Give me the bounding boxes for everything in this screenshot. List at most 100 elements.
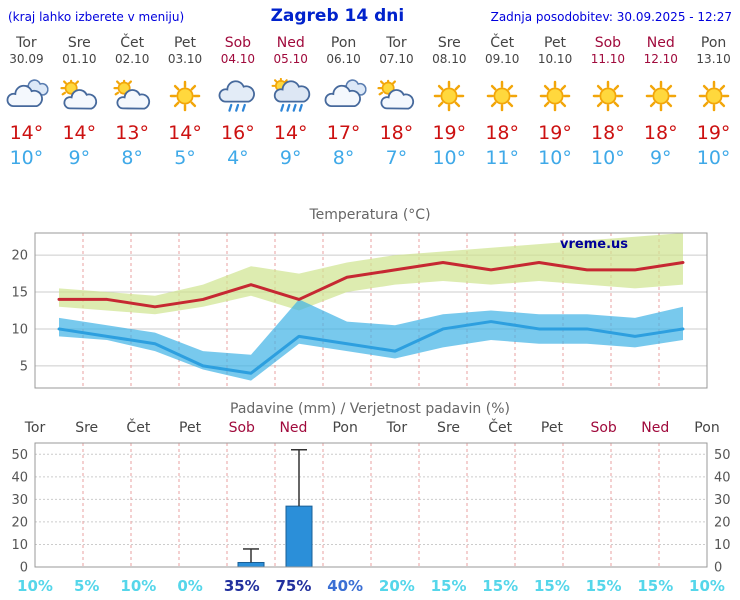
cloudy-icon [3,78,49,114]
min-temperature: 10° [591,147,625,169]
precipitation-chart: 0 0 10 10 20 20 30 30 40 40 50 50 [11,442,731,576]
day-name: Pon [700,35,727,51]
precip-probability: 0% [177,577,203,595]
day-column-07-10[interactable]: Tor 07.10 18° 7° [370,35,423,169]
svg-text:40: 40 [11,470,28,485]
day-column-01-10[interactable]: Sre 01.10 14° 9° [53,35,106,169]
max-temperature: 19° [538,122,572,144]
precip-day-label: Čet [126,420,151,436]
min-temperature: 10° [432,147,467,169]
last-update-timestamp: Zadnja posodobitev: 30.09.2025 - 12:27 [490,10,732,24]
precip-day-labels: Tor Sre Čet Pet Sob Ned Pon Tor Sre Čet Pet Sob Ned P… [0,420,740,437]
precip-day-label: Pon [332,420,358,436]
precip-day-label: Pet [179,420,202,436]
precip-day-label: Čet [488,420,513,436]
precip-day-label: Sre [75,420,99,436]
svg-text:0: 0 [20,561,28,576]
day-date: 12.10 [643,52,678,66]
svg-text:5: 5 [20,359,28,374]
day-name: Sre [437,35,461,51]
precip-probability: 35% [223,577,260,595]
day-name: Tor [16,35,37,51]
min-temperature: 9° [279,147,302,169]
sun-cloud-icon [109,78,155,114]
day-column-12-10[interactable]: Ned 12.10 18° 9° [634,35,687,169]
temperature-chart-title: Temperatura (°C) [309,207,431,223]
min-temperature: 5° [174,147,196,169]
day-name: Ned [646,35,675,51]
max-temperature: 18° [379,122,414,144]
max-temperature: 14° [9,122,44,144]
day-date: 06.10 [326,52,361,66]
svg-text:50: 50 [11,448,28,463]
max-temperature: 14° [62,122,97,144]
max-temperature: 19° [432,122,467,144]
day-column-03-10[interactable]: Pet 03.10 14° 5° [159,35,212,169]
precip-probability: 15% [585,577,622,595]
min-temperature: 10° [538,147,572,169]
svg-text:30: 30 [11,493,28,508]
day-column-13-10[interactable]: Pon 13.10 19° 10° [687,35,740,169]
precip-probability: 40% [327,577,364,595]
min-temperature: 7° [385,147,408,169]
svg-text:20: 20 [11,249,28,264]
day-name: Tor [386,35,407,51]
day-name: Čet [490,35,515,51]
min-temperature: 10° [696,147,731,169]
sunny-icon [532,78,578,114]
precip-day-label: Sre [437,420,461,436]
svg-text:15: 15 [11,286,28,301]
precip-day-label: Pon [694,420,720,436]
day-column-10-10[interactable]: Pet 10.10 19° 10° [529,35,582,169]
precipitation-section: Padavine (mm) / Verjetnost padavin (%) T… [0,401,740,596]
svg-text:20: 20 [11,515,28,530]
precip-probability: 10% [689,577,725,595]
day-column-04-10[interactable]: Sob 04.10 16° 4° [211,35,264,169]
precip-day-label: Tor [386,420,408,436]
precip-probability: 20% [378,577,415,595]
sunny-icon [426,78,472,114]
sunny-icon [638,78,684,114]
rain-icon [215,78,261,114]
min-temperature: 9° [68,147,91,169]
day-date: 01.10 [62,52,97,66]
min-temperature: 9° [649,147,672,169]
precip-bar [237,561,265,568]
svg-text:20: 20 [714,515,731,530]
max-temperature: 18° [591,122,625,144]
day-date: 04.10 [220,52,256,66]
max-temperature: 14° [168,122,202,144]
day-column-05-10[interactable]: Ned 05.10 14° 9° [264,35,317,169]
sunny-icon [162,78,208,114]
svg-text:10: 10 [714,538,731,553]
precip-probability: 75% [275,577,312,595]
precip-probability: 5% [73,577,100,595]
day-column-06-10[interactable]: Pon 06.10 17° 8° [317,35,370,169]
max-temperature: 14° [273,122,308,144]
watermark: vreme.us [560,237,628,252]
header: (kraj lahko izberete v meniju) Zagreb 14… [0,0,740,26]
precipitation-chart-title: Padavine (mm) / Verjetnost padavin (%) [230,401,510,417]
min-temperature: 8° [332,147,355,169]
precip-day-label: Ned [641,420,670,436]
sunny-icon [585,78,631,114]
day-column-02-10[interactable]: Čet 02.10 13° 8° [106,35,159,169]
day-name: Pet [544,35,567,51]
day-date: 05.10 [273,52,308,66]
min-temperature: 10° [9,147,44,169]
precip-probability: 15% [637,577,674,595]
day-column-09-10[interactable]: Čet 09.10 18° 11° [476,35,529,169]
day-date: 13.10 [696,52,731,66]
day-column-11-10[interactable]: Sob 11.10 18° 10° [581,35,634,169]
max-temperature: 13° [115,122,149,144]
max-temperature: 17° [326,122,361,144]
day-column-30-09[interactable]: Tor 30.09 14° 10° [0,35,53,169]
day-column-08-10[interactable]: Sre 08.10 19° 10° [423,35,476,169]
sun-cloud-icon [373,78,419,114]
max-temperature: 16° [221,122,255,144]
temperature-chart: 5 10 15 20 vreme.us [11,232,708,389]
day-date: 11.10 [590,52,626,66]
precip-day-label: Ned [279,420,308,436]
day-name: Sre [67,35,91,51]
